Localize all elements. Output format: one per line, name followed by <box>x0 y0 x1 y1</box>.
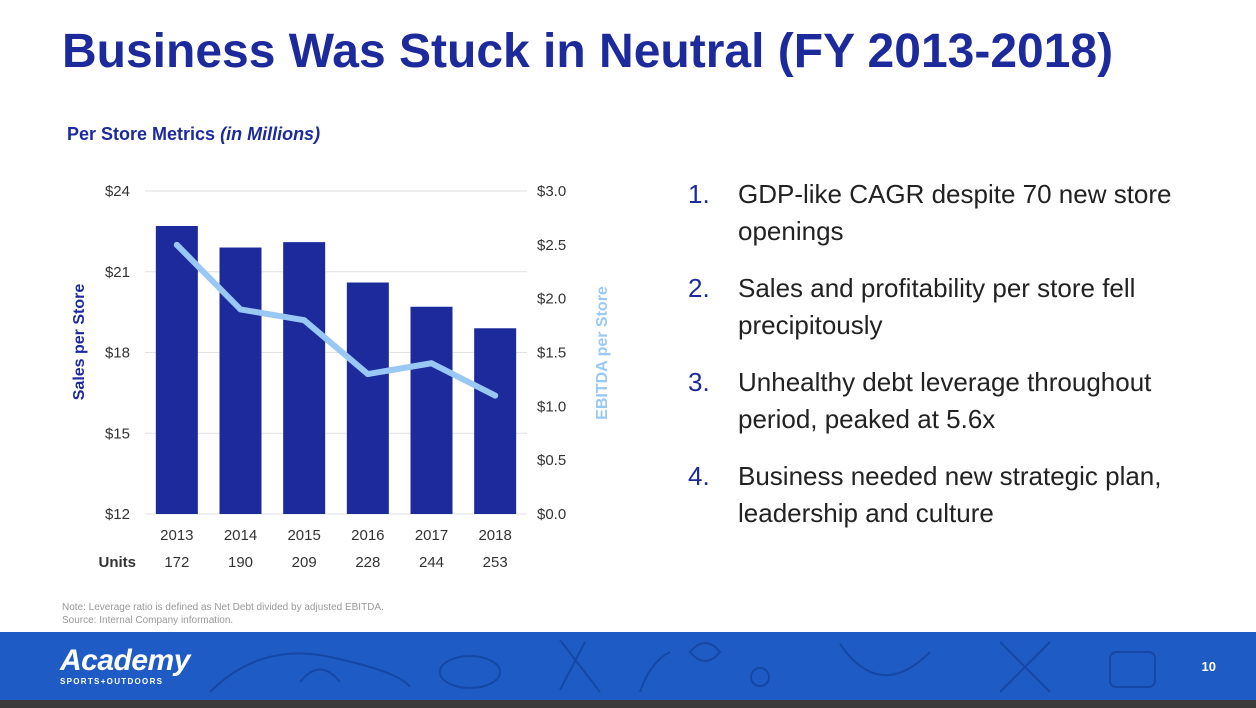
year-label: 2018 <box>478 527 511 544</box>
chart-subtitle-units: (in Millions) <box>220 124 321 144</box>
units-row: Units 172 190 209 228 244 253 <box>99 554 508 571</box>
units-label: Units <box>99 554 137 571</box>
gridlines <box>145 190 527 515</box>
key-point-text: Sales and profitability per store fell p… <box>738 273 1136 340</box>
left-axis-title: Sales per Store <box>71 284 88 401</box>
year-label: 2016 <box>351 527 384 544</box>
key-point-number: 3. <box>688 367 710 397</box>
logo-tagline: SPORTS+OUTDOORS <box>60 677 164 686</box>
sales-bar <box>410 306 453 514</box>
left-tick-label: $24 <box>105 183 130 200</box>
sales-bar <box>283 242 326 514</box>
ebitda-line <box>173 241 499 399</box>
ebitda-line-path <box>173 241 499 399</box>
per-store-chart: $12 $15 $18 $21 $24 $0.0 $0.5 $1.0 $1.5 $2.0 $2.5… <box>71 183 611 571</box>
units-value: 228 <box>355 554 380 571</box>
key-point-number: 4. <box>688 461 710 491</box>
left-tick-label: $15 <box>105 425 130 442</box>
ebitda-point <box>301 317 308 324</box>
ebitda-point <box>173 241 180 248</box>
key-point-text: GDP-like CAGR despite 70 new store openi… <box>738 179 1172 246</box>
units-value: 244 <box>419 554 444 571</box>
left-axis-ticks: $12 $15 $18 $21 $24 <box>105 183 130 523</box>
key-point: 2. Sales and profitability per store fell… <box>688 270 1228 344</box>
footer-banner: Academy SPORTS+OUTDOORS 10 <box>0 632 1256 700</box>
right-tick-label: $0.0 <box>537 506 566 523</box>
right-tick-label: $2.0 <box>537 291 566 308</box>
year-label: 2017 <box>415 527 448 544</box>
key-point-number: 2. <box>688 273 710 303</box>
logo-wordmark: Academy <box>60 644 190 677</box>
slide-title: Business Was Stuck in Neutral (FY 2013-2… <box>62 25 1114 78</box>
sales-bar <box>219 247 262 514</box>
units-value: 253 <box>483 554 508 571</box>
key-point-text: Unhealthy debt leverage throughout perio… <box>738 367 1152 434</box>
right-tick-label: $1.5 <box>537 345 566 362</box>
ebitda-point <box>428 360 435 367</box>
right-tick-label: $2.5 <box>537 237 566 254</box>
key-point: 3. Unhealthy debt leverage throughout per… <box>688 364 1228 438</box>
x-axis-ticks: 2013 2014 2015 2016 2017 2018 <box>160 527 512 544</box>
right-axis-title: EBITDA per Store <box>594 286 611 420</box>
key-point: 1. GDP-like CAGR despite 70 new store ope… <box>688 176 1228 250</box>
year-label: 2015 <box>287 527 320 544</box>
key-point-number: 1. <box>688 179 710 209</box>
page-number: 10 <box>1201 659 1216 674</box>
ebitda-point <box>364 371 371 378</box>
chart-subtitle: Per Store Metrics (in Millions) <box>67 124 320 145</box>
academy-logo: Academy SPORTS+OUTDOORS <box>60 644 190 687</box>
chart-subtitle-text: Per Store Metrics <box>67 124 216 144</box>
key-points-list: 1. GDP-like CAGR despite 70 new store ope… <box>688 176 1228 552</box>
left-tick-label: $12 <box>105 506 130 523</box>
left-tick-label: $18 <box>105 345 130 362</box>
right-axis-ticks: $0.0 $0.5 $1.0 $1.5 $2.0 $2.5 $3.0 <box>537 183 566 523</box>
key-point-text: Business needed new strategic plan, lead… <box>738 461 1162 528</box>
sports-illustration-pattern <box>209 639 1156 693</box>
footnote: Note: Leverage ratio is defined as Net D… <box>62 601 384 627</box>
sales-bar <box>474 328 517 514</box>
units-value: 209 <box>292 554 317 571</box>
key-point: 4. Business needed new strategic plan, le… <box>688 458 1228 532</box>
left-tick-label: $21 <box>105 264 130 281</box>
right-tick-label: $1.0 <box>537 398 566 415</box>
ebitda-point <box>237 306 244 313</box>
right-tick-label: $3.0 <box>537 183 566 200</box>
footer-bottom-strip <box>0 700 1256 708</box>
ebitda-point <box>492 392 499 399</box>
right-tick-label: $0.5 <box>537 452 566 469</box>
sales-bar <box>346 282 389 514</box>
year-label: 2013 <box>160 527 193 544</box>
sales-bar <box>155 225 198 514</box>
units-value: 190 <box>228 554 253 571</box>
footnote-source: Source: Internal Company information. <box>62 615 234 626</box>
year-label: 2014 <box>224 527 257 544</box>
footnote-note: Note: Leverage ratio is defined as Net D… <box>62 602 384 613</box>
sales-bars <box>155 225 517 514</box>
units-value: 172 <box>164 554 189 571</box>
